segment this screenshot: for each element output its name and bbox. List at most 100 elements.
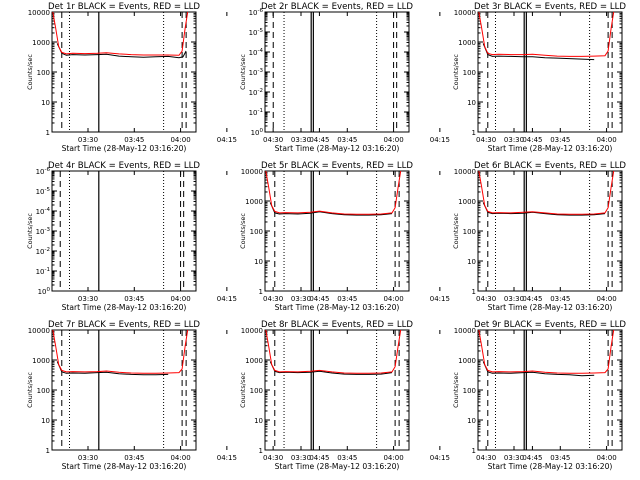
y-axis-label: Counts/sec — [239, 54, 247, 90]
y-tick-label: 100 — [463, 228, 476, 236]
x-tick-label: 03:30 — [291, 295, 311, 303]
y-tick-label: 10 — [467, 417, 476, 425]
x-tick-label: 04:45 — [309, 295, 329, 303]
y-tick-label: 10 — [467, 258, 476, 266]
series-lld — [265, 170, 402, 215]
x-tick-label: 03:30 — [78, 136, 98, 144]
x-tick-label: 04:15 — [430, 136, 450, 144]
y-tick-label: 1 — [46, 129, 50, 137]
panel-det-8: Det 8r BLACK = Events, RED = LLD11010010… — [239, 320, 543, 471]
y-tick-label: 1000 — [458, 198, 476, 206]
panel-det-3: Det 3r BLACK = Events, RED = LLD 1 10 100 10… — [452, 2, 626, 153]
x-axis-label: Start Time (28-May-12 03:16:20) — [488, 303, 613, 312]
y-tick-label: 10-2 — [36, 247, 50, 256]
x-tick-label: 04:00 — [383, 454, 403, 462]
x-tick-label: 04:30 — [263, 295, 283, 303]
y-axis-label: Counts/sec — [452, 213, 460, 249]
y-tick-label: 100 — [38, 287, 51, 296]
x-tick-label: 04:30 — [476, 136, 496, 144]
x-tick-label: 04:30 — [263, 454, 283, 462]
y-tick-label: 1 — [472, 288, 476, 296]
y-tick-label: 10000 — [28, 327, 50, 335]
y-tick-label: 100 — [463, 69, 476, 77]
y-tick-label: 1 — [472, 129, 476, 137]
x-tick-label: 04:30 — [263, 136, 283, 144]
x-axis-label: Start Time (28-May-12 03:16:20) — [275, 144, 400, 153]
x-tick-label: 04:00 — [596, 454, 616, 462]
y-axis-label: Counts/sec — [26, 213, 34, 249]
y-tick-label: 1000 — [458, 39, 476, 47]
x-tick-label: 03:45 — [550, 136, 570, 144]
y-tick-label: 10-4 — [36, 207, 51, 216]
plot-frame — [264, 11, 410, 133]
series-lld — [52, 329, 189, 374]
x-axis-label: Start Time (28-May-12 03:16:20) — [62, 462, 187, 471]
plot-frame — [51, 329, 197, 451]
y-tick-label: 10000 — [454, 168, 476, 176]
x-tick-label: 03:30 — [78, 454, 98, 462]
x-tick-label: 03:45 — [550, 454, 570, 462]
y-tick-label: 100 — [251, 128, 264, 137]
series-lld — [478, 11, 615, 57]
y-tick-label: 10-2 — [249, 88, 263, 97]
x-tick-label: 04:30 — [476, 295, 496, 303]
plot-frame — [477, 329, 623, 451]
y-tick-label: 10-1 — [249, 108, 263, 117]
x-tick-label: 04:00 — [383, 136, 403, 144]
panel-title: Det 2r BLACK = Events, RED = LLD — [261, 2, 413, 12]
x-tick-label: 04:45 — [522, 454, 542, 462]
y-tick-label: 100 — [37, 387, 50, 395]
y-tick-label: 10000 — [454, 9, 476, 17]
x-tick-label: 03:30 — [504, 454, 524, 462]
y-tick-label: 10000 — [454, 327, 476, 335]
y-tick-label: 10 — [254, 258, 263, 266]
y-tick-label: 10 — [467, 99, 476, 107]
y-tick-label: 10 — [41, 417, 50, 425]
x-tick-label: 04:15 — [217, 295, 237, 303]
x-tick-label: 04:45 — [522, 136, 542, 144]
panel-title: Det 6r BLACK = Events, RED = LLD — [474, 161, 626, 171]
y-tick-label: 10-6 — [249, 8, 264, 17]
x-tick-label: 03:45 — [337, 136, 357, 144]
x-tick-label: 04:45 — [309, 454, 329, 462]
x-tick-label: 04:15 — [217, 136, 237, 144]
series-events — [482, 202, 606, 216]
y-tick-label: 1 — [259, 447, 263, 455]
panel-det-9: Det 9r BLACK = Events, RED = LLD 1 10 100 10… — [452, 320, 626, 471]
y-tick-label: 10-4 — [249, 48, 264, 57]
y-tick-label: 10-1 — [36, 267, 50, 276]
series-events — [56, 43, 187, 59]
y-tick-label: 1000 — [245, 198, 263, 206]
y-tick-label: 100 — [250, 387, 263, 395]
x-tick-label: 03:30 — [504, 295, 524, 303]
x-tick-label: 04:00 — [596, 295, 616, 303]
panel-title: Det 4r BLACK = Events, RED = LLD — [48, 161, 200, 171]
x-tick-label: 03:30 — [78, 295, 98, 303]
y-axis-label: Counts/sec — [26, 372, 34, 408]
x-tick-label: 03:45 — [337, 454, 357, 462]
panel-det-6: Det 6r BLACK = Events, RED = LLD 1 10 100 10… — [452, 161, 626, 312]
x-tick-label: 04:00 — [170, 454, 190, 462]
x-tick-label: 04:15 — [430, 295, 450, 303]
plot-frame — [264, 329, 410, 451]
x-tick-label: 04:45 — [309, 136, 329, 144]
series-events — [269, 202, 393, 216]
panel-title: Det 3r BLACK = Events, RED = LLD — [474, 2, 626, 12]
plot-frame — [51, 11, 197, 133]
y-tick-label: 100 — [463, 387, 476, 395]
x-tick-label: 04:00 — [383, 295, 403, 303]
panel-title: Det 5r BLACK = Events, RED = LLD — [261, 161, 413, 171]
series-lld — [478, 170, 615, 215]
x-tick-label: 04:00 — [170, 295, 190, 303]
y-tick-label: 1000 — [245, 357, 263, 365]
x-tick-label: 03:45 — [124, 295, 144, 303]
y-axis-label: Counts/sec — [239, 213, 247, 249]
y-tick-label: 1000 — [458, 357, 476, 365]
plot-frame — [51, 170, 197, 292]
series-events — [56, 361, 169, 376]
y-tick-label: 10000 — [241, 168, 263, 176]
y-tick-label: 10 — [41, 99, 50, 107]
y-tick-label: 10000 — [241, 327, 263, 335]
x-tick-label: 03:30 — [291, 454, 311, 462]
